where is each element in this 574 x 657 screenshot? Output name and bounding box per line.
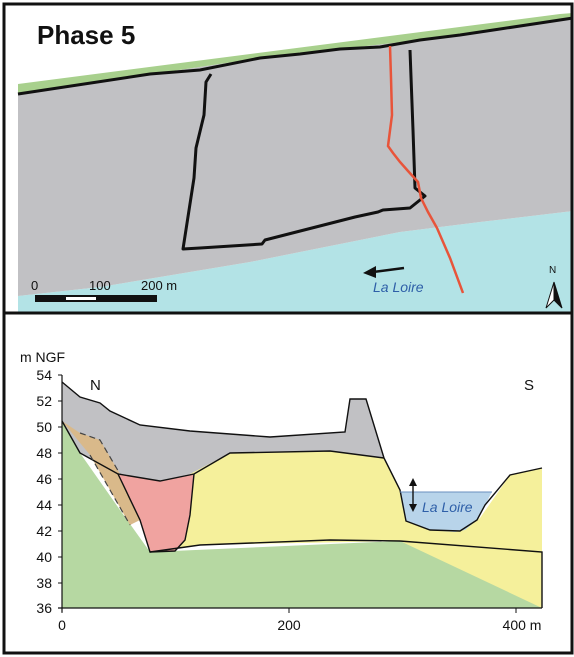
- x-tick-400: 400 m: [503, 617, 542, 633]
- tan-layer: [62, 421, 140, 525]
- orientation-south: S: [524, 377, 534, 394]
- excavation-outline: [181, 49, 427, 251]
- x-tick-0: 0: [58, 617, 66, 633]
- water-level-arrow-icon: [409, 478, 417, 512]
- plan-ground: [18, 18, 573, 296]
- dashed-boundary-1: [79, 432, 121, 475]
- y-tick-46: 46: [36, 471, 52, 487]
- scale-label-200: 200 m: [141, 278, 177, 293]
- river-flow-arrowhead: [363, 266, 376, 278]
- gray-layer: [62, 382, 384, 481]
- cross-section: La Loire m NGF 54 52 50 48 46 44 42 40 3…: [20, 349, 543, 633]
- north-arrow-icon: N: [545, 265, 563, 309]
- green-top-line: [149, 539, 401, 553]
- north-label: N: [549, 265, 556, 276]
- scale-bar: 0 100 200 m: [31, 278, 177, 302]
- y-tick-52: 52: [36, 393, 52, 409]
- gray-base-line: [61, 420, 385, 482]
- green-layer: [62, 421, 542, 608]
- fault-line: [386, 45, 465, 294]
- x-tick-200: 200: [277, 617, 301, 633]
- pink-layer: [118, 474, 194, 552]
- orientation-north: N: [90, 377, 101, 394]
- y-tick-36: 36: [36, 600, 52, 616]
- yellow-top-right-line: [383, 457, 543, 532]
- plan-ground-edge: [17, 16, 574, 96]
- y-tick-54: 54: [36, 367, 52, 383]
- section-river-label: La Loire: [422, 499, 473, 515]
- y-axis-ticks: [58, 374, 517, 613]
- river-flow-arrow-shaft: [372, 266, 405, 274]
- y-axis-unit: m NGF: [20, 349, 65, 365]
- y-tick-50: 50: [36, 419, 52, 435]
- y-tick-44: 44: [36, 497, 52, 513]
- plan-river-label: La Loire: [373, 279, 424, 295]
- pink-outline: [117, 473, 195, 553]
- yellow-layer: [150, 451, 542, 608]
- dashed-boundary-2: [89, 454, 131, 526]
- y-tick-38: 38: [36, 575, 52, 591]
- green-slope-line: [399, 540, 543, 608]
- scale-label-0: 0: [31, 278, 38, 293]
- y-tick-42: 42: [36, 523, 52, 539]
- figure-title: Phase 5: [37, 20, 135, 50]
- gray-top-line: [61, 381, 385, 459]
- y-tick-40: 40: [36, 549, 52, 565]
- loire-water: [18, 211, 573, 313]
- plan-view: La Loire 0 100 200 m N Phase 5: [17, 13, 574, 313]
- scale-label-100: 100: [89, 278, 111, 293]
- section-river-water: [400, 492, 492, 532]
- y-tick-48: 48: [36, 445, 52, 461]
